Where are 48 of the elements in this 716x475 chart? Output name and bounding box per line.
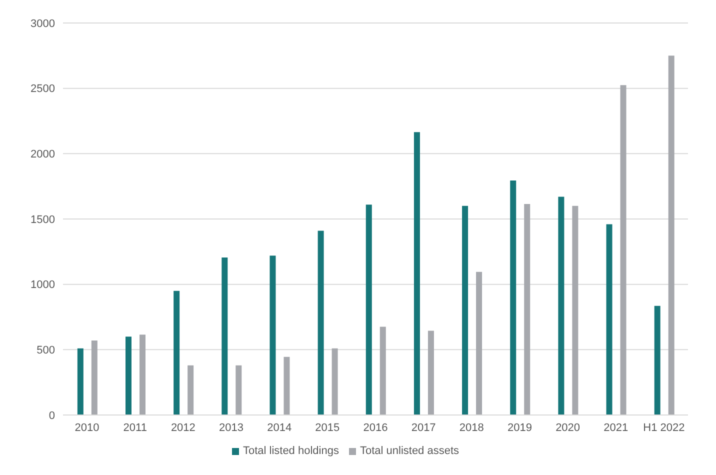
bar bbox=[126, 336, 132, 415]
bar bbox=[318, 230, 324, 415]
y-tick-label: 2000 bbox=[30, 148, 55, 161]
x-tick-label: 2019 bbox=[507, 422, 532, 434]
bar bbox=[572, 206, 578, 415]
y-tick-label: 0 bbox=[48, 410, 55, 422]
bar bbox=[510, 180, 516, 415]
bar bbox=[174, 290, 180, 415]
x-tick-label: 2011 bbox=[123, 422, 147, 434]
bar bbox=[77, 348, 84, 415]
bar bbox=[91, 340, 98, 415]
bar bbox=[654, 306, 660, 415]
x-tick-label: 2017 bbox=[411, 422, 436, 434]
legend-label: Total unlisted assets bbox=[360, 445, 460, 457]
bar bbox=[284, 356, 290, 415]
x-tick-label: 2014 bbox=[267, 422, 292, 434]
bar bbox=[620, 85, 626, 415]
y-tick-label: 3000 bbox=[30, 18, 55, 30]
y-tick-label: 500 bbox=[36, 344, 55, 357]
x-tick-label: 2016 bbox=[363, 422, 388, 434]
bar bbox=[428, 330, 434, 415]
bar bbox=[414, 132, 420, 415]
x-tick-label: 2015 bbox=[315, 422, 340, 434]
x-tick-label: 2013 bbox=[219, 422, 244, 434]
y-tick-label: 1500 bbox=[30, 214, 55, 226]
x-tick-label: 2021 bbox=[604, 422, 628, 434]
bar bbox=[332, 348, 338, 415]
bar bbox=[366, 204, 372, 415]
y-tick-label: 1000 bbox=[30, 279, 55, 292]
bar bbox=[222, 258, 228, 415]
bar bbox=[476, 272, 482, 415]
x-tick-label: 2018 bbox=[459, 422, 484, 434]
bar bbox=[140, 334, 146, 415]
y-tick-label: 2500 bbox=[30, 83, 55, 96]
legend-label: Total listed holdings bbox=[242, 445, 339, 457]
bar bbox=[270, 256, 276, 415]
x-tick-label: 2010 bbox=[74, 422, 100, 434]
x-tick-label: 2012 bbox=[170, 422, 196, 434]
bar bbox=[524, 204, 530, 415]
bar bbox=[606, 224, 612, 415]
bar bbox=[380, 326, 386, 415]
bar bbox=[236, 365, 242, 415]
x-tick-label: H1 2022 bbox=[643, 422, 685, 434]
bar bbox=[462, 206, 468, 415]
bar bbox=[188, 365, 194, 415]
x-tick-label: 2020 bbox=[556, 422, 580, 434]
bar bbox=[558, 196, 564, 415]
bar bbox=[668, 56, 674, 415]
